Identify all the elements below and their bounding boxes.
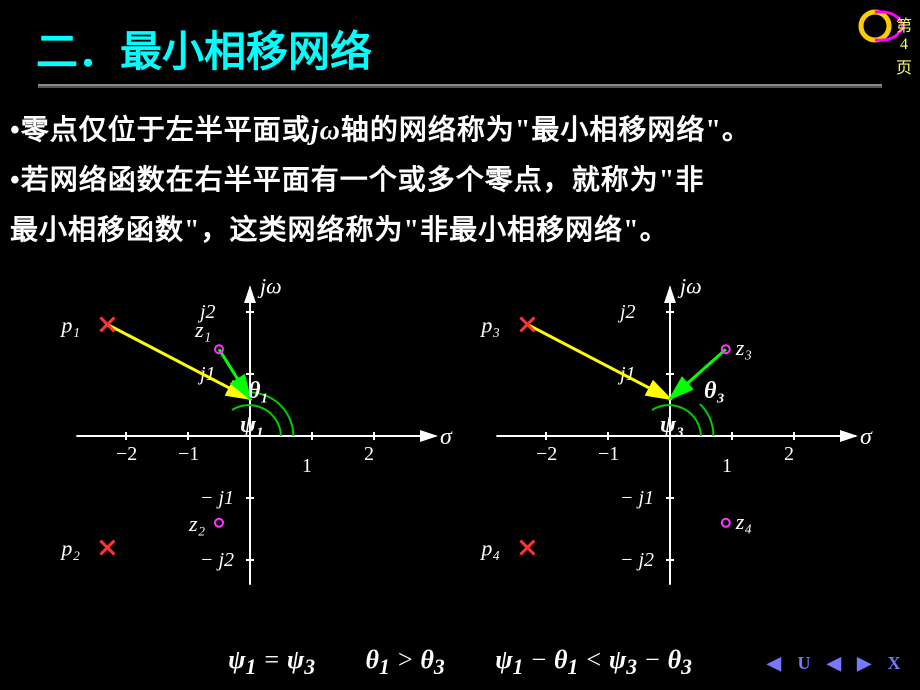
- page-badge: 第 4 页: [852, 8, 912, 72]
- svg-text:p₁: p₁: [59, 312, 80, 337]
- svg-text:ψ₃: ψ₃: [660, 412, 684, 438]
- svg-text:2: 2: [364, 443, 374, 465]
- svg-text:1: 1: [722, 455, 732, 477]
- bullet-3: 最小相移函数"，这类网络称为"非最小相移网络"。: [10, 208, 669, 248]
- slide-title: 二．最小相移网络: [0, 0, 920, 79]
- svg-text:z₄: z₄: [735, 509, 752, 534]
- bullet-1: •零点仅位于左半平面或jω轴的网络称为"最小相移网络"。: [10, 108, 751, 148]
- svg-text:jω: jω: [677, 273, 702, 298]
- b1a: •零点仅位于左半平面或: [10, 115, 311, 146]
- svg-text:−2: −2: [116, 443, 137, 465]
- svg-text:z₂: z₂: [188, 511, 206, 536]
- svg-text:1: 1: [302, 455, 312, 477]
- plots-area: jωσ−2−112j2j1− j1− j2p₁p₂z₁z₂θ₁ψ₁ jωσ−2−…: [0, 256, 920, 636]
- page-top: 第: [896, 12, 912, 36]
- svg-text:p₂: p₂: [59, 536, 80, 561]
- svg-text:jω: jω: [257, 273, 282, 298]
- nav-next-icon[interactable]: ▶: [850, 652, 878, 674]
- svg-text:− j2: − j2: [200, 549, 234, 571]
- svg-text:− j2: − j2: [620, 549, 654, 571]
- plot-left: jωσ−2−112j2j1− j1− j2p₁p₂z₁z₂θ₁ψ₁: [20, 256, 460, 596]
- svg-text:− j1: − j1: [620, 487, 654, 509]
- svg-text:ψ₁: ψ₁: [240, 412, 264, 438]
- svg-text:p₄: p₄: [479, 536, 500, 561]
- b1b: 轴的网络称为"最小相移网络"。: [341, 115, 751, 146]
- b1v: jω: [311, 115, 341, 146]
- svg-text:θ₁: θ₁: [248, 378, 269, 404]
- svg-text:−2: −2: [536, 443, 557, 465]
- title-underline: [38, 84, 882, 88]
- nav-first-icon[interactable]: ◀: [760, 652, 788, 674]
- nav-bar: ◀ U ◀ ▶ X: [760, 652, 908, 674]
- svg-text:z₃: z₃: [735, 335, 752, 360]
- nav-u-icon[interactable]: U: [790, 652, 818, 674]
- page-num: 4: [896, 36, 912, 54]
- plot-right: jωσ−2−112j2j1− j1− j2p₃p₄z₃z₄θ₃ψ₃: [470, 256, 910, 596]
- svg-text:2: 2: [784, 443, 794, 465]
- svg-text:p₃: p₃: [479, 312, 500, 337]
- svg-text:σ: σ: [860, 424, 873, 450]
- svg-text:z₁: z₁: [194, 317, 211, 342]
- page-bot: 页: [896, 54, 912, 78]
- svg-text:j2: j2: [617, 301, 636, 323]
- svg-text:− j1: − j1: [200, 487, 234, 509]
- svg-text:−1: −1: [178, 443, 199, 465]
- nav-prev-icon[interactable]: ◀: [820, 652, 848, 674]
- svg-text:−1: −1: [598, 443, 619, 465]
- nav-close-icon[interactable]: X: [880, 652, 908, 674]
- bullet-2: •若网络函数在右半平面有一个或多个零点，就称为"非: [10, 158, 704, 198]
- svg-text:θ₃: θ₃: [704, 378, 725, 404]
- svg-text:σ: σ: [440, 424, 453, 450]
